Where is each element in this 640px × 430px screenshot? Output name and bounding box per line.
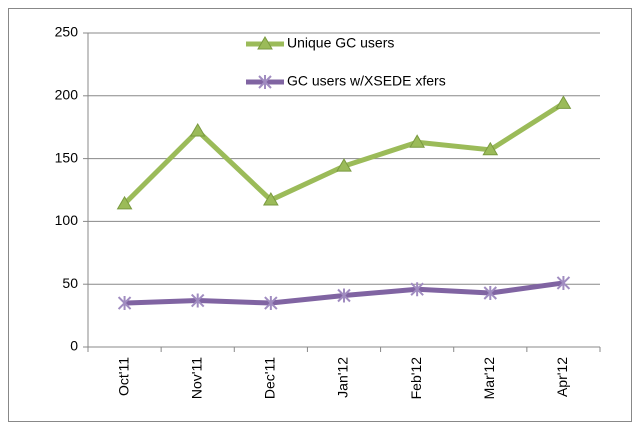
y-tick-label: 100 bbox=[55, 212, 79, 228]
data-point bbox=[264, 296, 278, 311]
legend-label: GC users w/XSEDE xfers bbox=[287, 73, 446, 89]
data-point bbox=[482, 141, 499, 156]
data-point bbox=[409, 134, 426, 148]
data-point bbox=[336, 158, 352, 172]
x-tick-label: Oct'11 bbox=[115, 357, 131, 396]
legend-marker bbox=[257, 36, 273, 50]
y-tick-label: 200 bbox=[55, 87, 79, 103]
data-point bbox=[483, 285, 497, 300]
data-point bbox=[410, 282, 424, 297]
data-point bbox=[116, 195, 133, 210]
x-tick-label: Mar'12 bbox=[481, 357, 497, 400]
data-point bbox=[556, 275, 571, 290]
x-tick-label: Apr'12 bbox=[554, 357, 570, 397]
y-tick-label: 250 bbox=[55, 24, 79, 40]
x-tick-label: Feb'12 bbox=[408, 357, 424, 400]
x-tick-label: Dec'11 bbox=[262, 357, 278, 399]
y-tick-label: 150 bbox=[55, 149, 79, 165]
y-tick-label: 0 bbox=[70, 338, 78, 354]
data-point bbox=[191, 293, 205, 308]
data-point bbox=[337, 288, 351, 303]
chart-border bbox=[8, 8, 632, 422]
legend-marker bbox=[258, 75, 272, 89]
data-point bbox=[189, 122, 206, 137]
data-point bbox=[262, 192, 279, 206]
legend-label: Unique GC users bbox=[287, 35, 394, 51]
y-tick-label: 50 bbox=[62, 275, 78, 291]
x-tick-label: Nov'11 bbox=[188, 357, 204, 399]
x-tick-label: Jan'12 bbox=[335, 357, 351, 398]
data-point bbox=[555, 95, 572, 109]
data-point bbox=[117, 296, 132, 311]
